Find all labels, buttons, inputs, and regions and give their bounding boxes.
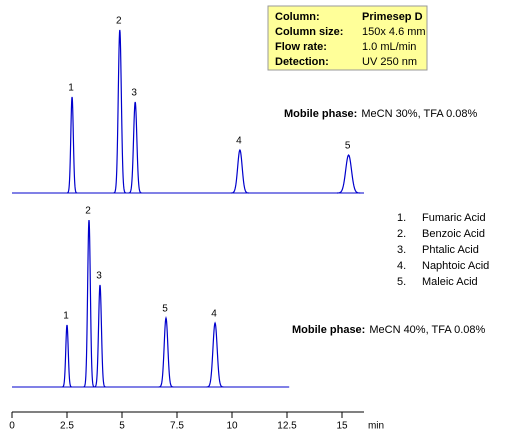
legend-name: Fumaric Acid bbox=[422, 212, 486, 224]
x-axis-label: min bbox=[368, 421, 384, 432]
info-box bbox=[267, 5, 428, 71]
info-key: Flow rate: bbox=[275, 41, 327, 53]
peak-label: 1 bbox=[68, 83, 74, 94]
peak-label: 1 bbox=[63, 311, 69, 322]
peak-label: 3 bbox=[131, 88, 137, 99]
info-value: 150x 4.6 mm bbox=[362, 26, 426, 38]
peak bbox=[62, 324, 72, 388]
info-value: 1.0 mL/min bbox=[362, 41, 416, 53]
peak-label: 5 bbox=[345, 141, 351, 152]
peak-label: 5 bbox=[162, 304, 168, 315]
info-key: Detection: bbox=[275, 56, 329, 68]
x-tick-label: 2.5 bbox=[60, 421, 74, 432]
peak bbox=[94, 284, 106, 388]
x-tick-label: 12.5 bbox=[277, 421, 297, 432]
peak bbox=[230, 148, 249, 194]
peak bbox=[83, 219, 95, 388]
legend-number: 1. bbox=[397, 212, 406, 224]
x-tick-label: 10 bbox=[226, 421, 238, 432]
peak-label: 2 bbox=[85, 206, 91, 217]
peak-label: 4 bbox=[211, 309, 217, 320]
x-tick-label: 5 bbox=[119, 421, 125, 432]
mobile-phase: MeCN 30%, TFA 0.08% bbox=[361, 108, 477, 120]
peak bbox=[158, 316, 174, 388]
x-tick-label: 7.5 bbox=[170, 421, 184, 432]
info-key: Column: bbox=[275, 11, 320, 23]
x-tick-label: 0 bbox=[9, 421, 15, 432]
legend-name: Naphtoic Acid bbox=[422, 260, 489, 272]
peak bbox=[66, 96, 78, 194]
legend-number: 4. bbox=[397, 260, 406, 272]
legend-number: 3. bbox=[397, 244, 406, 256]
mobile-phase-label: Mobile phase: bbox=[284, 108, 357, 120]
info-value: Primesep D bbox=[362, 11, 423, 23]
info-key: Column size: bbox=[275, 26, 343, 38]
legend-name: Phtalic Acid bbox=[422, 244, 479, 256]
peak bbox=[128, 101, 142, 194]
info-value: UV 250 nm bbox=[362, 56, 417, 68]
legend-number: 5. bbox=[397, 276, 406, 288]
peak bbox=[113, 29, 127, 194]
legend-name: Maleic Acid bbox=[422, 276, 478, 288]
x-tick-label: 15 bbox=[336, 421, 348, 432]
legend-number: 2. bbox=[397, 228, 406, 240]
mobile-phase: MeCN 40%, TFA 0.08% bbox=[369, 324, 485, 336]
peak-label: 4 bbox=[236, 136, 242, 147]
peak-label: 2 bbox=[116, 16, 122, 27]
peak-label: 3 bbox=[96, 271, 102, 282]
peak bbox=[337, 154, 361, 194]
mobile-phase-label: Mobile phase: bbox=[292, 324, 365, 336]
legend-name: Benzoic Acid bbox=[422, 228, 485, 240]
peak bbox=[206, 321, 224, 388]
